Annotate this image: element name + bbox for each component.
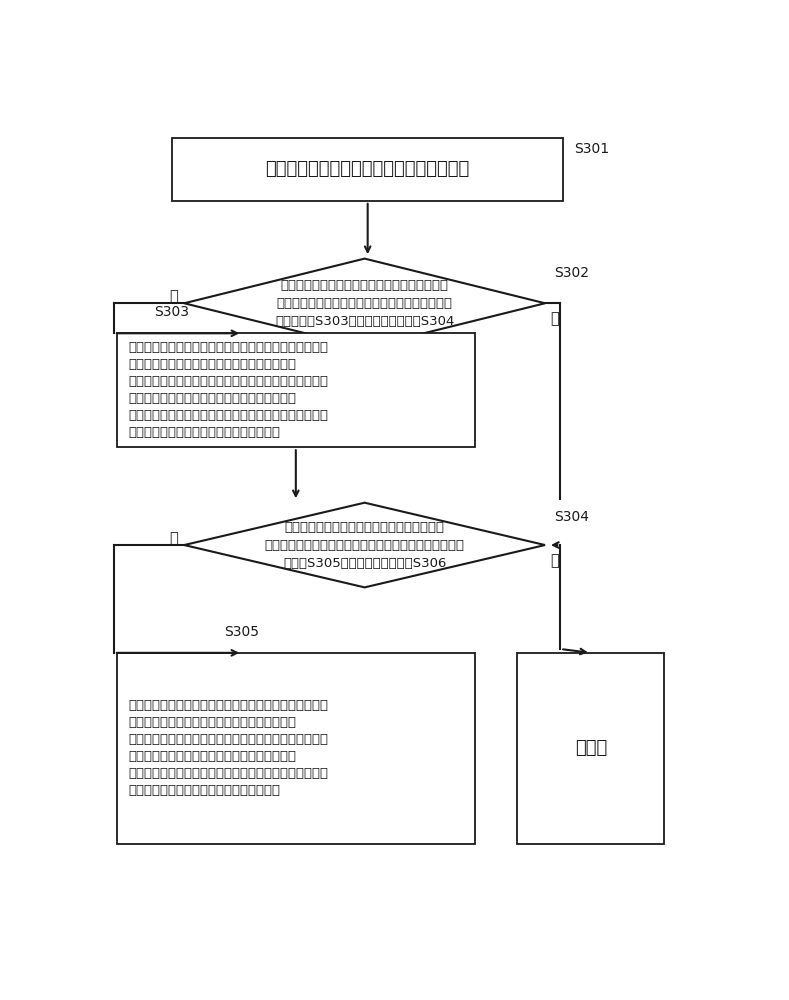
Text: S303: S303 [154, 305, 189, 319]
Bar [117, 333, 475, 447]
Polygon shape [185, 259, 545, 348]
Text: 小: 小 [170, 531, 178, 546]
Text: S302: S302 [554, 266, 589, 280]
Bar [172, 138, 563, 201]
Text: 若所述足间距小于所述足间距标准值，则启动足部内侧的
气囊，产生驱使足部向外侧运动的作用力；或，
若所述膝间距小于所述膝间距标准值，则启动膝部内侧的
气囊，产生驱: 若所述足间距小于所述足间距标准值，则启动足部内侧的 气囊，产生驱使足部向外侧运动… [128, 699, 328, 797]
Text: 否: 否 [550, 311, 559, 326]
Polygon shape [185, 503, 545, 587]
Text: S305: S305 [224, 625, 260, 639]
Text: 分别判断所述足间距、膝间距、肘间距是否小
于所述足间距标准值、膝间距标准值、肘间距；若小于，
则执行S305；若不小于，则执行S306: 分别判断所述足间距、膝间距、肘间距是否小 于所述足间距标准值、膝间距标准值、肘间… [264, 521, 465, 570]
Text: 否: 否 [550, 553, 559, 568]
Text: 若所述足间距大于所述足间距标准值，则启动足部内侧的
气囊，产生驱使足部向内侧运动的作用力；或，
若所述膝间距大于所述膝间距标准值，则启动膝部内侧的
气囊，产生驱: 若所述足间距大于所述足间距标准值，则启动足部内侧的 气囊，产生驱使足部向内侧运动… [128, 341, 328, 439]
Text: 获取足间距、膝间距、肘间距中的至少一种: 获取足间距、膝间距、肘间距中的至少一种 [266, 160, 469, 178]
Bar [117, 653, 475, 844]
Text: 不提示: 不提示 [574, 739, 607, 757]
Text: 分别判断所述足间距、膝间距、肘间距是否大于
所述足间距标准值、膝间距标准值、肘间距；若大
于，则执行S303；若不大于，则执行S304: 分别判断所述足间距、膝间距、肘间距是否大于 所述足间距标准值、膝间距标准值、肘间… [275, 279, 454, 328]
Text: S304: S304 [554, 510, 589, 524]
Text: S301: S301 [574, 142, 609, 156]
Text: 是: 是 [170, 290, 178, 305]
Bar [518, 653, 664, 844]
